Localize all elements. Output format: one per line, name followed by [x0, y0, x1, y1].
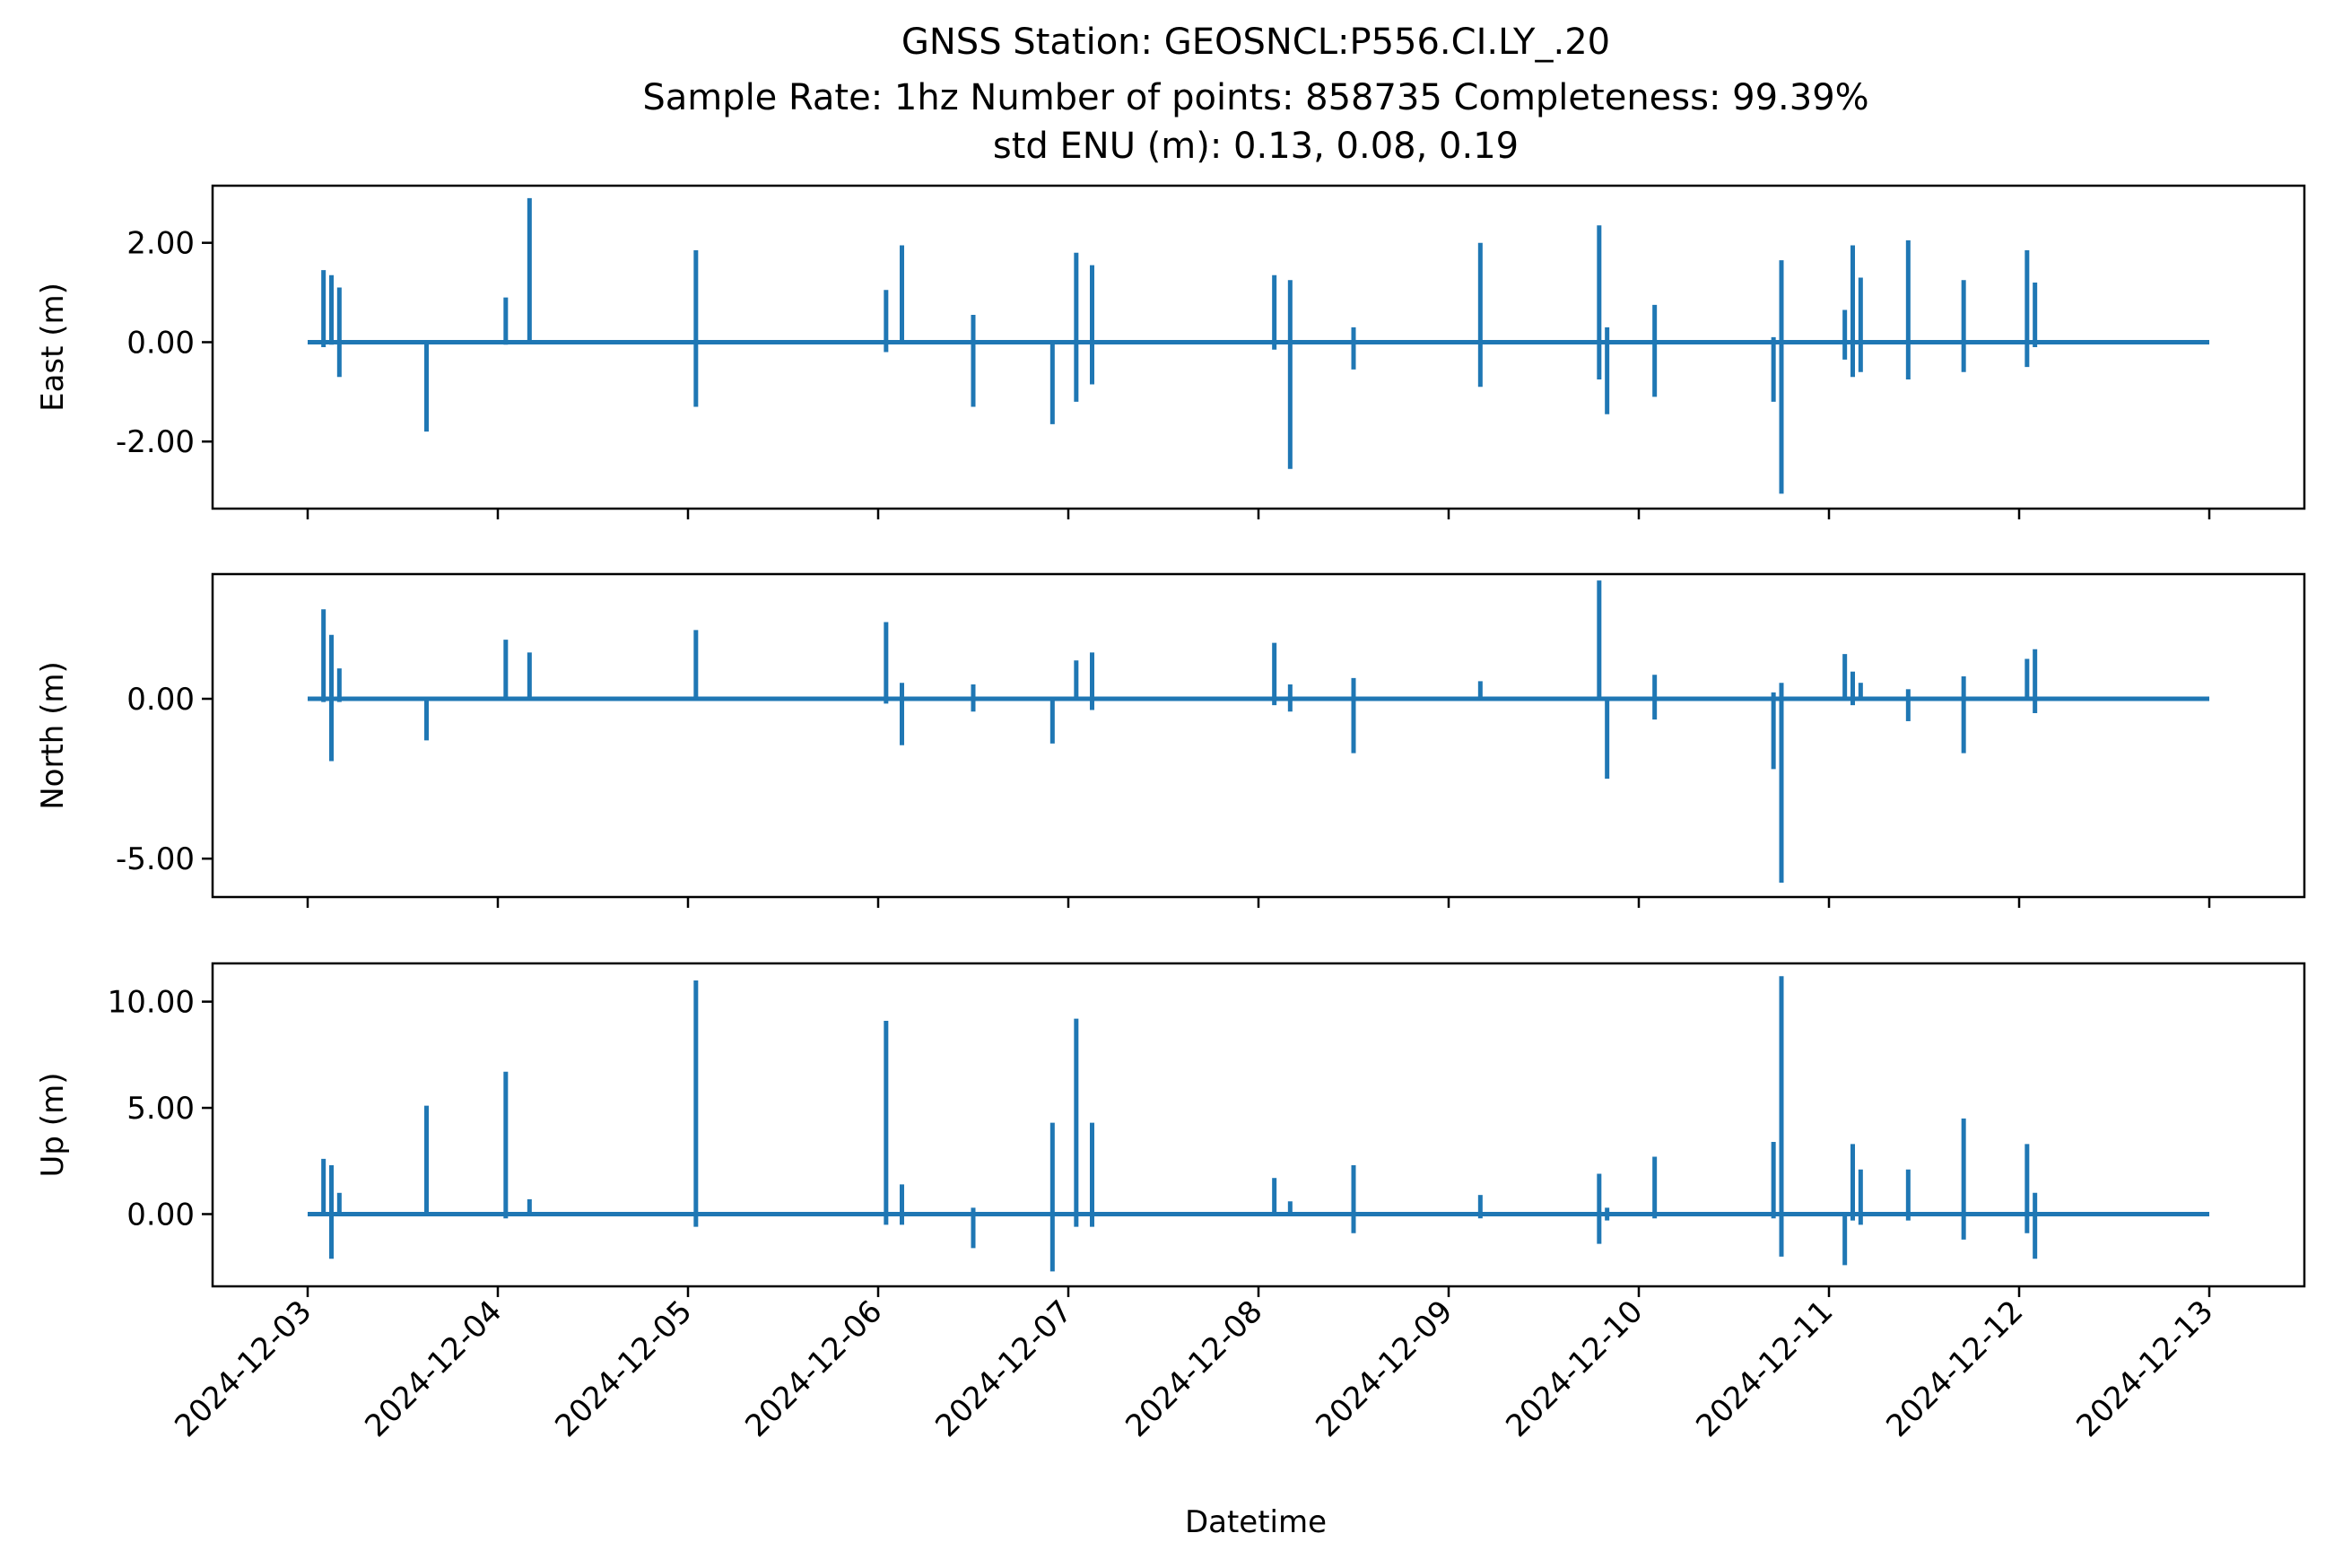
x-tick-label: 2024-12-12: [1879, 1294, 2030, 1444]
title-line-1: GNSS Station: GEOSNCL:P556.CI.LY_.20: [901, 22, 1610, 63]
y-axis-label: East (m): [35, 283, 71, 412]
y-tick-label: 2.00: [126, 226, 195, 262]
subplots: 2.00 0.00 -2.00 East (m) 0.00 -5.00 North (m) 1…: [35, 184, 2306, 1444]
y-tick-label: -5.00: [116, 841, 195, 877]
x-tick-labels: 2024-12-03 2024-12-04 2024-12-05 2024-12-06…: [168, 1294, 2220, 1444]
x-tick-label: 2024-12-08: [1119, 1294, 1269, 1444]
x-tick-label: 2024-12-06: [738, 1294, 889, 1444]
series-line: [308, 580, 2209, 883]
x-tick-label: 2024-12-07: [928, 1294, 1079, 1444]
x-tick-label: 2024-12-10: [1499, 1294, 1650, 1444]
y-axis-label: Up (m): [35, 1073, 71, 1178]
y-tick-label: 10.00: [108, 985, 195, 1021]
x-tick-label: 2024-12-13: [2069, 1294, 2220, 1444]
panel-north: 0.00 -5.00 North (m): [35, 572, 2306, 908]
chart-title: GNSS Station: GEOSNCL:P556.CI.LY_.20 Sam…: [642, 22, 1868, 167]
x-tick-label: 2024-12-05: [548, 1294, 699, 1444]
series-line: [308, 976, 2209, 1272]
y-tick-label: -2.00: [116, 424, 195, 460]
y-tick-label: 5.00: [126, 1091, 195, 1127]
panel-east: 2.00 0.00 -2.00 East (m): [35, 184, 2306, 519]
axes-frame: [211, 184, 2306, 510]
y-tick-label: 0.00: [126, 1197, 195, 1233]
axes-frame: [211, 962, 2306, 1288]
x-tick-label: 2024-12-03: [168, 1294, 318, 1444]
y-tick-label: 0.00: [126, 682, 195, 718]
panel-up: 10.00 5.00 0.00 Up (m): [35, 962, 2306, 1297]
x-tick-label: 2024-12-04: [358, 1294, 509, 1444]
axes-frame: [211, 572, 2306, 899]
x-tick-label: 2024-12-11: [1689, 1294, 1840, 1444]
series-line: [308, 197, 2209, 494]
x-tick-label: 2024-12-09: [1309, 1294, 1459, 1444]
title-line-3: std ENU (m): 0.13, 0.08, 0.19: [993, 126, 1519, 167]
x-axis-label: Datetime: [1185, 1504, 1327, 1540]
y-tick-label: 0.00: [126, 325, 195, 361]
y-axis-label: North (m): [35, 661, 71, 810]
title-line-2: Sample Rate: 1hz Number of points: 85873…: [642, 77, 1868, 118]
